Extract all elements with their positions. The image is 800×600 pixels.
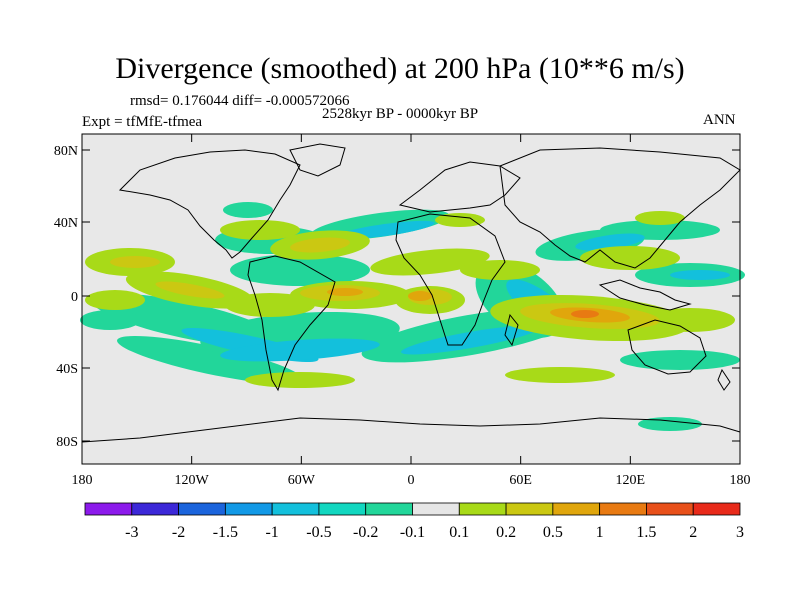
antarctica-coast — [81, 417, 741, 443]
colorbar-label: 2 — [689, 524, 697, 541]
europe-coast — [398, 161, 521, 213]
lon-tick-label: 180 — [730, 473, 751, 488]
colorbar-swatch — [552, 502, 601, 516]
colorbar-swatch — [505, 502, 554, 516]
colorbar-label: -0.2 — [353, 524, 378, 541]
colorbar-label: 1.5 — [636, 524, 656, 541]
colorbar-swatch — [599, 502, 647, 516]
colorbar-label: -1.5 — [213, 524, 238, 541]
colorbar-swatch — [84, 502, 133, 516]
colorbar-swatch — [458, 502, 507, 516]
colorbar-swatch — [365, 502, 413, 516]
north-america-coast — [118, 149, 301, 259]
colorbar-swatch — [318, 502, 367, 516]
colorbar-label: -0.5 — [306, 524, 331, 541]
colorbar-swatch — [646, 502, 694, 516]
longitude-axis: 180 120W 60W 0 60E 120E 180 — [72, 134, 751, 488]
australia-coast — [627, 319, 707, 375]
lat-tick-label: 40S — [56, 362, 78, 377]
colorbar-label: 3 — [736, 524, 744, 541]
lon-tick-label: 180 — [72, 473, 93, 488]
experiment-label: Expt = tfMfE-tfmea — [82, 114, 203, 130]
asia-coast — [499, 147, 741, 269]
colorbar-label: -3 — [125, 524, 138, 541]
lon-tick-label: 120E — [616, 473, 646, 488]
colorbar-swatch — [131, 502, 179, 516]
colorbar-label: -2 — [172, 524, 185, 541]
coastlines — [81, 143, 741, 443]
colorbar-label: 0.2 — [496, 524, 516, 541]
colorbar-label: -1 — [265, 524, 278, 541]
lon-tick-label: 0 — [408, 473, 415, 488]
colorbar-label: 1 — [596, 524, 604, 541]
colorbar-swatch — [412, 502, 460, 516]
madagascar-coast — [504, 313, 519, 347]
colorbar-label: 0.1 — [449, 524, 469, 541]
colorbar-label: 0.5 — [543, 524, 563, 541]
greenland-coast — [289, 143, 346, 177]
positive-anomaly-strong — [571, 310, 599, 318]
colorbar-label: -0.1 — [400, 524, 425, 541]
lat-tick-label: 80N — [54, 144, 78, 159]
stats-text: rmsd= 0.176044 diff= -0.000572066 — [130, 93, 350, 109]
latitude-axis: 80N 40N 0 40S 80S — [54, 144, 740, 450]
lon-tick-label: 120W — [175, 473, 210, 488]
colorbar-swatch — [692, 502, 741, 516]
south-america-coast — [247, 255, 336, 392]
period-text: 2528kyr BP - 0000kyr BP — [322, 106, 479, 122]
season-label: ANN — [703, 112, 736, 128]
colorbar: -3 -2 -1.5 -1 -0.5 -0.2 -0.1 0.1 0.2 0.5 1 1.5 2 3 — [84, 502, 744, 541]
colorbar-swatch — [224, 502, 273, 516]
maritime-continent-coast — [598, 279, 692, 311]
lat-tick-label: 80S — [56, 435, 78, 450]
africa-coast — [395, 213, 506, 346]
map-title: Divergence (smoothed) at 200 hPa (10**6 … — [115, 52, 685, 85]
new-zealand-coast — [717, 368, 731, 391]
colorbar-swatch — [271, 502, 320, 516]
lat-tick-label: 0 — [71, 290, 78, 305]
lat-tick-label: 40N — [54, 216, 78, 231]
lon-tick-label: 60W — [288, 473, 316, 488]
colorbar-swatch — [178, 502, 226, 516]
lon-tick-label: 60E — [509, 473, 532, 488]
